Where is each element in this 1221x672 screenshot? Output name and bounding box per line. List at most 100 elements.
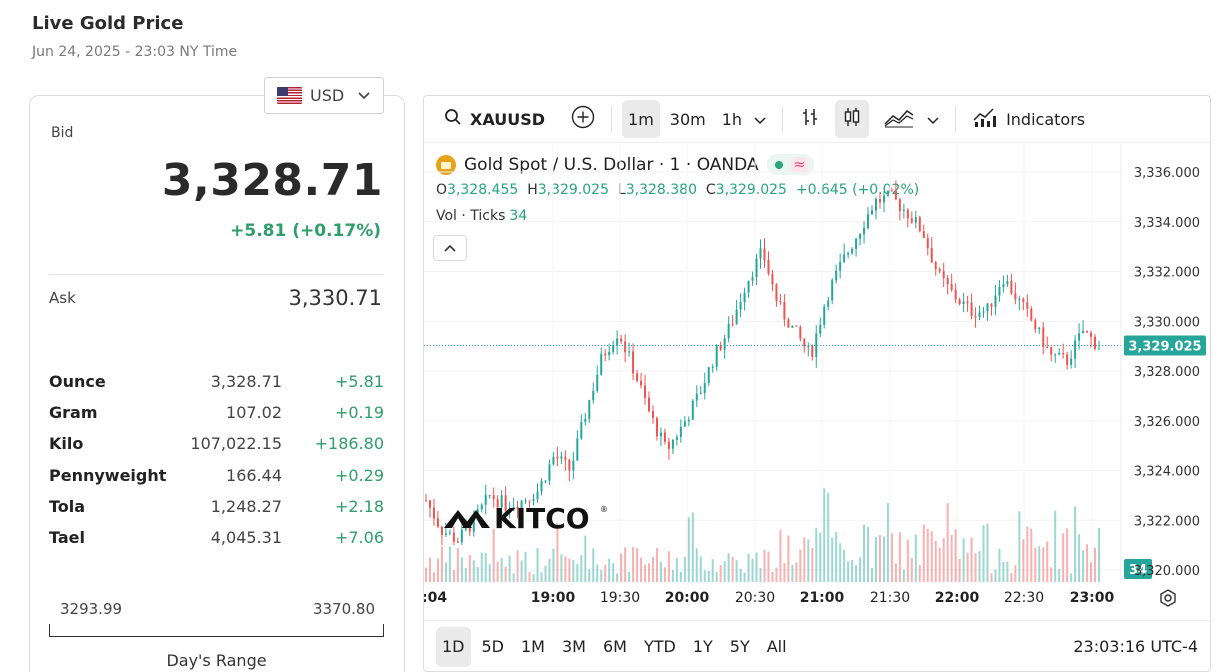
candle-body — [504, 495, 507, 511]
candle-body — [492, 495, 495, 500]
volume-bar — [560, 554, 563, 582]
volume-bar — [974, 553, 977, 582]
interval-1h[interactable]: 1h — [721, 109, 743, 129]
volume-bar — [1074, 506, 1077, 582]
candle-body — [564, 456, 567, 460]
volume-bar — [926, 528, 929, 582]
y-tick-label: 3,328.000 — [1134, 365, 1200, 380]
volume-bar — [1022, 539, 1025, 582]
gear-center — [1164, 594, 1172, 602]
volume-bar — [1082, 550, 1085, 582]
volume-bar — [671, 569, 674, 582]
volume-bar — [632, 546, 635, 582]
volume-bar — [1062, 533, 1065, 582]
chart-clock[interactable]: 23:03:16 UTC-4 — [1073, 637, 1198, 656]
range-6m[interactable]: 6M — [602, 637, 627, 656]
open-label: O — [436, 182, 448, 198]
volume-bar — [759, 567, 762, 582]
symbol-search[interactable]: XAUUSD — [438, 100, 551, 138]
volume-bar — [811, 548, 814, 582]
candle-body — [648, 397, 651, 412]
candle-body — [628, 351, 631, 353]
volume-bar — [962, 538, 965, 582]
unit-change: +186.80 — [314, 434, 384, 454]
volume-bar — [791, 564, 794, 582]
candle-body — [640, 380, 643, 386]
volume-bar — [488, 564, 491, 582]
candle-body — [616, 338, 619, 346]
volume-bar — [600, 569, 603, 582]
currency-code: USD — [310, 86, 345, 105]
bar-chart-type-button[interactable] — [793, 100, 827, 138]
volume-bar — [783, 563, 786, 582]
volume-bar — [456, 548, 459, 582]
volume-value: 34 — [509, 208, 528, 224]
chart-type-dropdown[interactable] — [921, 100, 945, 138]
volume-bar — [1046, 541, 1049, 582]
candle-body — [484, 495, 487, 505]
volume-bar — [799, 549, 802, 582]
collapse-legend-button[interactable] — [433, 235, 467, 261]
candle-body — [1070, 358, 1073, 365]
volume-bar — [886, 503, 889, 582]
volume-bar — [1090, 562, 1093, 582]
volume-legend: Vol · Ticks 34 — [436, 208, 527, 224]
compare-symbol-button[interactable] — [565, 100, 601, 138]
currency-select[interactable]: USD — [264, 77, 384, 114]
candle-body — [1014, 293, 1017, 300]
interval-dropdown[interactable] — [748, 100, 772, 138]
candle-body — [663, 432, 666, 442]
volume-bar — [894, 563, 897, 582]
range-all[interactable]: All — [766, 637, 787, 656]
volume-bar — [779, 529, 782, 582]
volume-bar — [803, 537, 806, 582]
volume-bar — [432, 572, 435, 582]
range-5d[interactable]: 5D — [481, 637, 505, 656]
volume-label: Vol · Ticks — [436, 208, 506, 224]
x-tick-label: 20:00 — [665, 590, 710, 606]
chart-widget: XAUUSD 1m 30m 1h — [423, 95, 1211, 672]
candles-chart-type-button[interactable] — [835, 100, 870, 138]
unit-price: 3,328.71 — [210, 372, 282, 392]
interval-1m[interactable]: 1m — [622, 100, 660, 138]
volume-bar — [843, 549, 846, 582]
unit-row-tael: Tael 4,045.31 +7.06 — [49, 522, 384, 553]
volume-bar — [986, 523, 989, 582]
volume-bar — [576, 563, 579, 582]
ask-label: Ask — [49, 289, 76, 307]
candle-body — [703, 383, 706, 393]
volume-bar — [954, 529, 957, 582]
range-1m[interactable]: 1M — [521, 637, 545, 656]
volume-bar — [679, 571, 682, 582]
volume-bar — [552, 548, 555, 582]
interval-30m[interactable]: 30m — [669, 109, 706, 129]
market-status-pill[interactable]: ≈ — [766, 154, 815, 175]
candle-body — [675, 437, 678, 440]
volume-bar — [428, 557, 431, 582]
volume-bar — [492, 528, 495, 582]
range-ytd[interactable]: YTD — [643, 637, 676, 656]
volume-bar — [942, 538, 945, 582]
x-tick-label: 22:00 — [935, 590, 980, 606]
range-5y[interactable]: 5Y — [729, 637, 750, 656]
candle-body — [831, 280, 834, 301]
candle-body — [962, 301, 965, 304]
range-3m[interactable]: 3M — [561, 637, 586, 656]
y-tick-label: 3,332.000 — [1134, 266, 1200, 281]
indicators-button[interactable]: Indicators — [966, 100, 1091, 138]
candle-body — [803, 338, 806, 347]
candle-body — [727, 323, 730, 339]
unit-row-kilo: Kilo 107,022.15 +186.80 — [49, 428, 384, 459]
volume-bar — [938, 547, 941, 582]
candle-body — [751, 277, 754, 281]
candle-body — [906, 209, 909, 219]
range-1y[interactable]: 1Y — [692, 637, 713, 656]
area-chart-type-button[interactable] — [877, 100, 921, 138]
high-label: H — [527, 182, 538, 198]
page-timestamp: Jun 24, 2025 - 23:03 NY Time — [32, 44, 238, 60]
range-1d[interactable]: 1D — [436, 626, 471, 667]
candle-body — [425, 500, 427, 502]
x-tick-label: 21:30 — [870, 590, 910, 606]
candle-body — [552, 456, 555, 465]
